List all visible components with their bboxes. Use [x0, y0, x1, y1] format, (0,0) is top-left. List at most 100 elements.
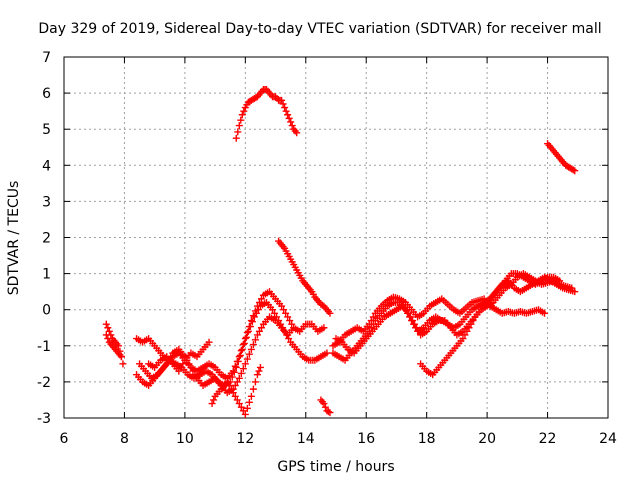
y-tick-label: 2 — [42, 231, 51, 247]
data-point — [227, 385, 235, 393]
data-point — [233, 378, 241, 386]
data-point — [117, 353, 125, 361]
x-axis-label: GPS time / hours — [277, 459, 394, 475]
data-point — [239, 407, 247, 415]
data-point — [249, 385, 257, 393]
data-point — [241, 410, 249, 418]
y-tick-label: 4 — [42, 158, 51, 174]
data-point — [255, 367, 263, 375]
data-point — [239, 365, 247, 373]
x-tick-label: 22 — [539, 431, 557, 447]
data-point — [179, 360, 187, 368]
data-point — [239, 341, 247, 349]
y-tick-label: -2 — [37, 375, 51, 391]
data-point — [323, 349, 331, 357]
data-point — [210, 396, 218, 404]
chart-title: Day 329 of 2019, Sidereal Day-to-day VTE… — [38, 21, 601, 37]
data-point — [278, 302, 286, 310]
x-tick-label: 16 — [357, 431, 375, 447]
data-point — [321, 403, 329, 411]
data-point — [114, 342, 122, 350]
grid-lines — [64, 57, 608, 418]
data-point — [293, 129, 301, 137]
data-point — [229, 389, 237, 397]
data-point — [247, 317, 255, 325]
y-axis-label: SDTVAR / TECUs — [6, 181, 22, 296]
data-point — [280, 306, 288, 314]
data-point — [285, 114, 293, 122]
data-point — [247, 345, 255, 353]
data-point — [242, 333, 250, 341]
data-point — [237, 116, 245, 124]
data-point — [234, 357, 242, 365]
data-point — [459, 335, 467, 343]
data-point — [405, 309, 413, 317]
data-point — [231, 362, 239, 370]
data-point — [284, 111, 292, 119]
series-arc-2 — [102, 331, 125, 361]
data-point — [281, 327, 289, 335]
data-point — [231, 392, 239, 400]
x-tick-label: 18 — [418, 431, 436, 447]
data-point — [237, 369, 245, 377]
data-point — [232, 134, 240, 142]
data-point — [271, 309, 279, 317]
data-point — [240, 339, 248, 347]
data-point — [102, 320, 110, 328]
data-point — [243, 404, 251, 412]
data-point — [245, 398, 253, 406]
data-point — [102, 331, 110, 339]
data-point — [286, 317, 294, 325]
data-point — [246, 323, 254, 331]
data-point — [208, 400, 216, 408]
series-arc-15 — [544, 140, 579, 175]
y-tick-label: 1 — [42, 267, 51, 283]
data-point — [240, 107, 248, 115]
series-arc-8 — [232, 85, 301, 142]
y-tick-label: 0 — [42, 303, 51, 319]
data-point — [284, 313, 292, 321]
data-point — [278, 96, 286, 104]
data-point — [104, 335, 112, 343]
data-point — [235, 353, 243, 361]
data-point — [235, 122, 243, 130]
data-point — [244, 327, 252, 335]
data-point — [320, 324, 328, 332]
series-arc-4 — [136, 298, 331, 390]
data-point — [175, 367, 183, 375]
series-arc-6 — [145, 338, 213, 375]
data-point — [228, 373, 236, 381]
x-tick-label: 24 — [599, 431, 617, 447]
data-point — [571, 167, 579, 175]
data-point — [568, 284, 576, 292]
data-point — [223, 378, 231, 386]
data-point — [236, 351, 244, 359]
data-point — [237, 403, 245, 411]
series-arc-14 — [417, 270, 564, 379]
series-arc-10 — [317, 396, 334, 417]
data-point — [463, 327, 471, 335]
data-point — [469, 317, 477, 325]
data-point — [411, 320, 419, 328]
data-point — [247, 392, 255, 400]
x-tick-label: 6 — [60, 431, 69, 447]
y-tick-label: -3 — [37, 411, 51, 427]
x-tick-label: 20 — [478, 431, 496, 447]
data-point — [326, 409, 334, 417]
x-tick-label: 12 — [236, 431, 254, 447]
series-arc-7 — [208, 363, 264, 418]
data-point — [461, 331, 469, 339]
series-arc-11 — [329, 293, 549, 350]
data-point — [467, 320, 475, 328]
data-point — [252, 309, 260, 317]
data-point — [243, 355, 251, 363]
data-point — [569, 166, 577, 174]
data-point — [229, 367, 237, 375]
data-point — [324, 408, 332, 416]
data-point — [326, 309, 334, 317]
series-arc-9 — [275, 237, 334, 317]
data-point — [369, 313, 377, 321]
y-tick-label: 5 — [42, 122, 51, 138]
